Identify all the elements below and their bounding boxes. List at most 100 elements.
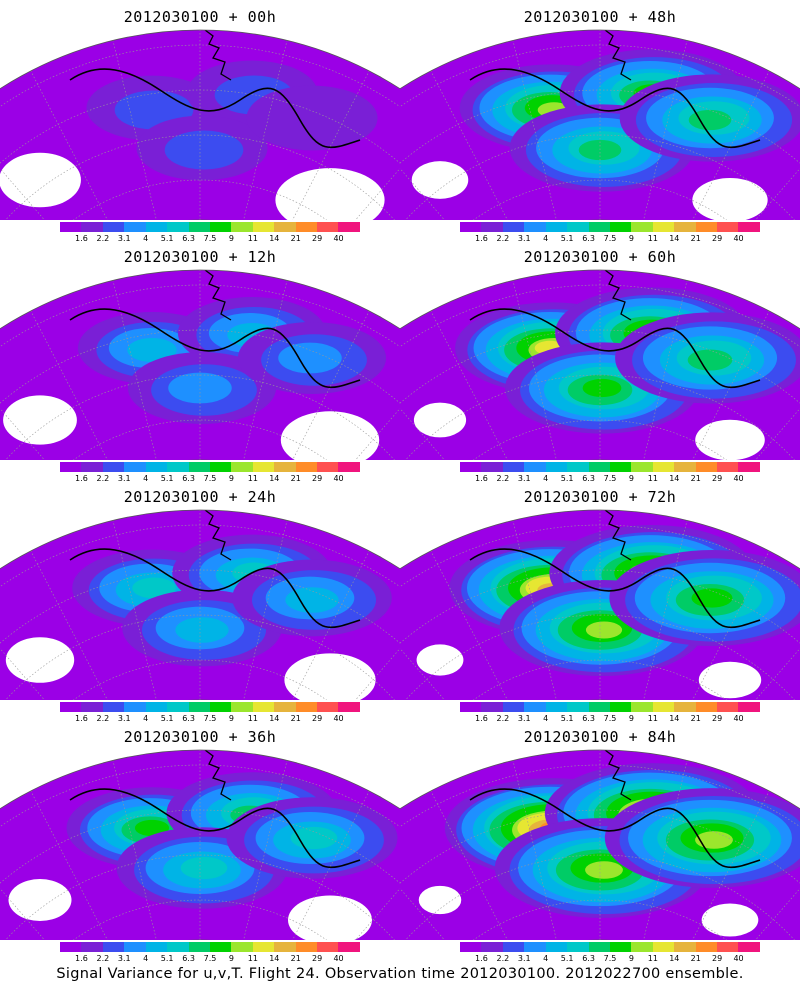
colorbar-swatch xyxy=(209,222,232,232)
coastline xyxy=(469,68,761,149)
variance-map xyxy=(0,29,400,220)
colorbar-swatch xyxy=(652,222,675,232)
colorbar-tick-label: 21 xyxy=(290,714,301,723)
forecast-panel-60h: 2012030100 + 60h 1.6 2.2 3.1 4 5.1 6.3 7.5 9 11 14… xyxy=(400,240,800,483)
colorbar-swatch xyxy=(167,462,189,472)
colorbar-labels: 1.6 2.2 3.1 4 5.1 6.3 7.5 9 11 14 21 29 40 xyxy=(460,954,760,964)
colorbar-tick-label: 6.3 xyxy=(182,474,195,483)
colorbar-tick-label: 7.5 xyxy=(603,954,617,963)
colorbar-tick-label: 9 xyxy=(228,954,234,963)
variance-map xyxy=(400,269,800,460)
coastline xyxy=(469,788,761,869)
colorbar-swatch xyxy=(60,942,82,952)
colorbar-tick-label: 40 xyxy=(333,714,344,723)
colorbar-tick-label: 3.1 xyxy=(517,954,531,963)
colorbar-tick-label: 14 xyxy=(669,714,680,723)
contour-band xyxy=(164,130,244,170)
colorbar-swatch xyxy=(609,462,632,472)
colorbar-tick-label: 21 xyxy=(690,954,701,963)
colorbar-swatch xyxy=(60,702,82,712)
colorbar-swatch xyxy=(231,702,253,712)
colorbar-swatch xyxy=(252,702,275,712)
colorbar-swatch xyxy=(588,462,610,472)
contour-band xyxy=(127,338,177,362)
panel-title: 2012030100 + 36h xyxy=(123,728,277,746)
colorbar-swatch xyxy=(317,462,339,472)
colorbar-tick-label: 40 xyxy=(333,234,344,243)
colorbar-tick-label: 14 xyxy=(269,234,280,243)
colorbar-swatch xyxy=(295,942,318,952)
panel-title: 2012030100 + 24h xyxy=(123,488,277,506)
colorbar-swatch xyxy=(631,222,653,232)
colorbar-tick-label: 7.5 xyxy=(203,474,217,483)
colorbar-swatch xyxy=(460,222,482,232)
panel-title: 2012030100 + 00h xyxy=(123,8,277,26)
colorbar-labels: 1.6 2.2 3.1 4 5.1 6.3 7.5 9 11 14 21 29 40 xyxy=(60,714,360,724)
contour-band xyxy=(691,588,733,608)
colorbar-tick-label: 2.2 xyxy=(96,954,110,963)
colorbar-tick-label: 14 xyxy=(669,474,680,483)
colorbar-swatch xyxy=(545,702,568,712)
colorbar-tick-label: 2.2 xyxy=(96,474,110,483)
colorbar-swatch xyxy=(545,462,568,472)
colorbar-swatch xyxy=(609,222,632,232)
colorbar-tick-label: 11 xyxy=(247,234,258,243)
colorbar-labels: 1.6 2.2 3.1 4 5.1 6.3 7.5 9 11 14 21 29 40 xyxy=(60,474,360,484)
colorbar-tick-label: 3.1 xyxy=(117,234,131,243)
forecast-panel-72h: 2012030100 + 72h 1.6 2.2 3.1 4 5.1 6.3 7.5 9 11 14… xyxy=(400,480,800,723)
colorbar-swatch xyxy=(717,942,739,952)
colorbar-tick-label: 1.6 xyxy=(75,234,88,243)
colorbar-tick-label: 40 xyxy=(733,234,744,243)
colorbar-swatch xyxy=(252,942,275,952)
colorbar-tick-label: 4 xyxy=(143,474,149,483)
colorbar-tick-label: 40 xyxy=(733,954,744,963)
colorbar-swatch xyxy=(460,942,482,952)
colorbar-swatch xyxy=(124,222,146,232)
colorbar-swatch xyxy=(338,702,360,712)
forecast-panel-36h: 2012030100 + 36h 1.6 2.2 3.1 4 5.1 6.3 7.5 9 11 14… xyxy=(0,720,400,963)
colorbar-swatch xyxy=(167,702,189,712)
colorbar-swatch xyxy=(167,222,189,232)
colorbar-labels: 1.6 2.2 3.1 4 5.1 6.3 7.5 9 11 14 21 29 40 xyxy=(460,714,760,724)
colorbar-swatch xyxy=(738,222,760,232)
coastline-islands xyxy=(604,510,632,561)
colorbar-swatch xyxy=(567,462,589,472)
colorbar-tick-label: 6.3 xyxy=(582,474,595,483)
colorbar-tick-label: 7.5 xyxy=(203,954,217,963)
colorbar-swatch xyxy=(102,942,125,952)
colorbar-tick-label: 2.2 xyxy=(496,474,510,483)
colorbar-tick-label: 29 xyxy=(312,954,323,963)
colorbar-tick-label: 5.1 xyxy=(160,714,174,723)
colorbar-swatch xyxy=(252,462,275,472)
colorbar xyxy=(60,222,360,232)
coastline xyxy=(69,308,361,389)
colorbar-tick-label: 5.1 xyxy=(160,234,174,243)
colorbar-tick-label: 4 xyxy=(143,954,149,963)
figure-caption: Signal Variance for u,v,T. Flight 24. Ob… xyxy=(56,966,744,982)
variance-map xyxy=(400,29,800,220)
colorbar-swatch xyxy=(102,222,125,232)
colorbar-tick-label: 14 xyxy=(269,714,280,723)
colorbar-swatch xyxy=(567,702,589,712)
colorbar xyxy=(460,462,760,472)
colorbar-swatch xyxy=(481,462,503,472)
colorbar-tick-label: 11 xyxy=(247,474,258,483)
colorbar-swatch xyxy=(524,462,546,472)
colorbar-tick-label: 1.6 xyxy=(75,474,88,483)
coastline-islands xyxy=(604,270,632,321)
colorbar-tick-label: 6.3 xyxy=(582,714,595,723)
colorbar-tick-label: 5.1 xyxy=(160,954,174,963)
coastline xyxy=(69,548,361,629)
colorbar-swatch xyxy=(674,942,696,952)
colorbar xyxy=(460,942,760,952)
colorbar-tick-label: 2.2 xyxy=(96,714,110,723)
colorbar-swatch xyxy=(481,222,503,232)
colorbar-tick-label: 2.2 xyxy=(496,234,510,243)
colorbar-tick-label: 9 xyxy=(628,714,634,723)
colorbar-labels: 1.6 2.2 3.1 4 5.1 6.3 7.5 9 11 14 21 29 40 xyxy=(60,234,360,244)
colorbar xyxy=(60,462,360,472)
colorbar-swatch xyxy=(502,702,525,712)
colorbar-swatch xyxy=(274,702,296,712)
contour-band xyxy=(180,856,228,880)
colorbar-tick-label: 11 xyxy=(247,954,258,963)
